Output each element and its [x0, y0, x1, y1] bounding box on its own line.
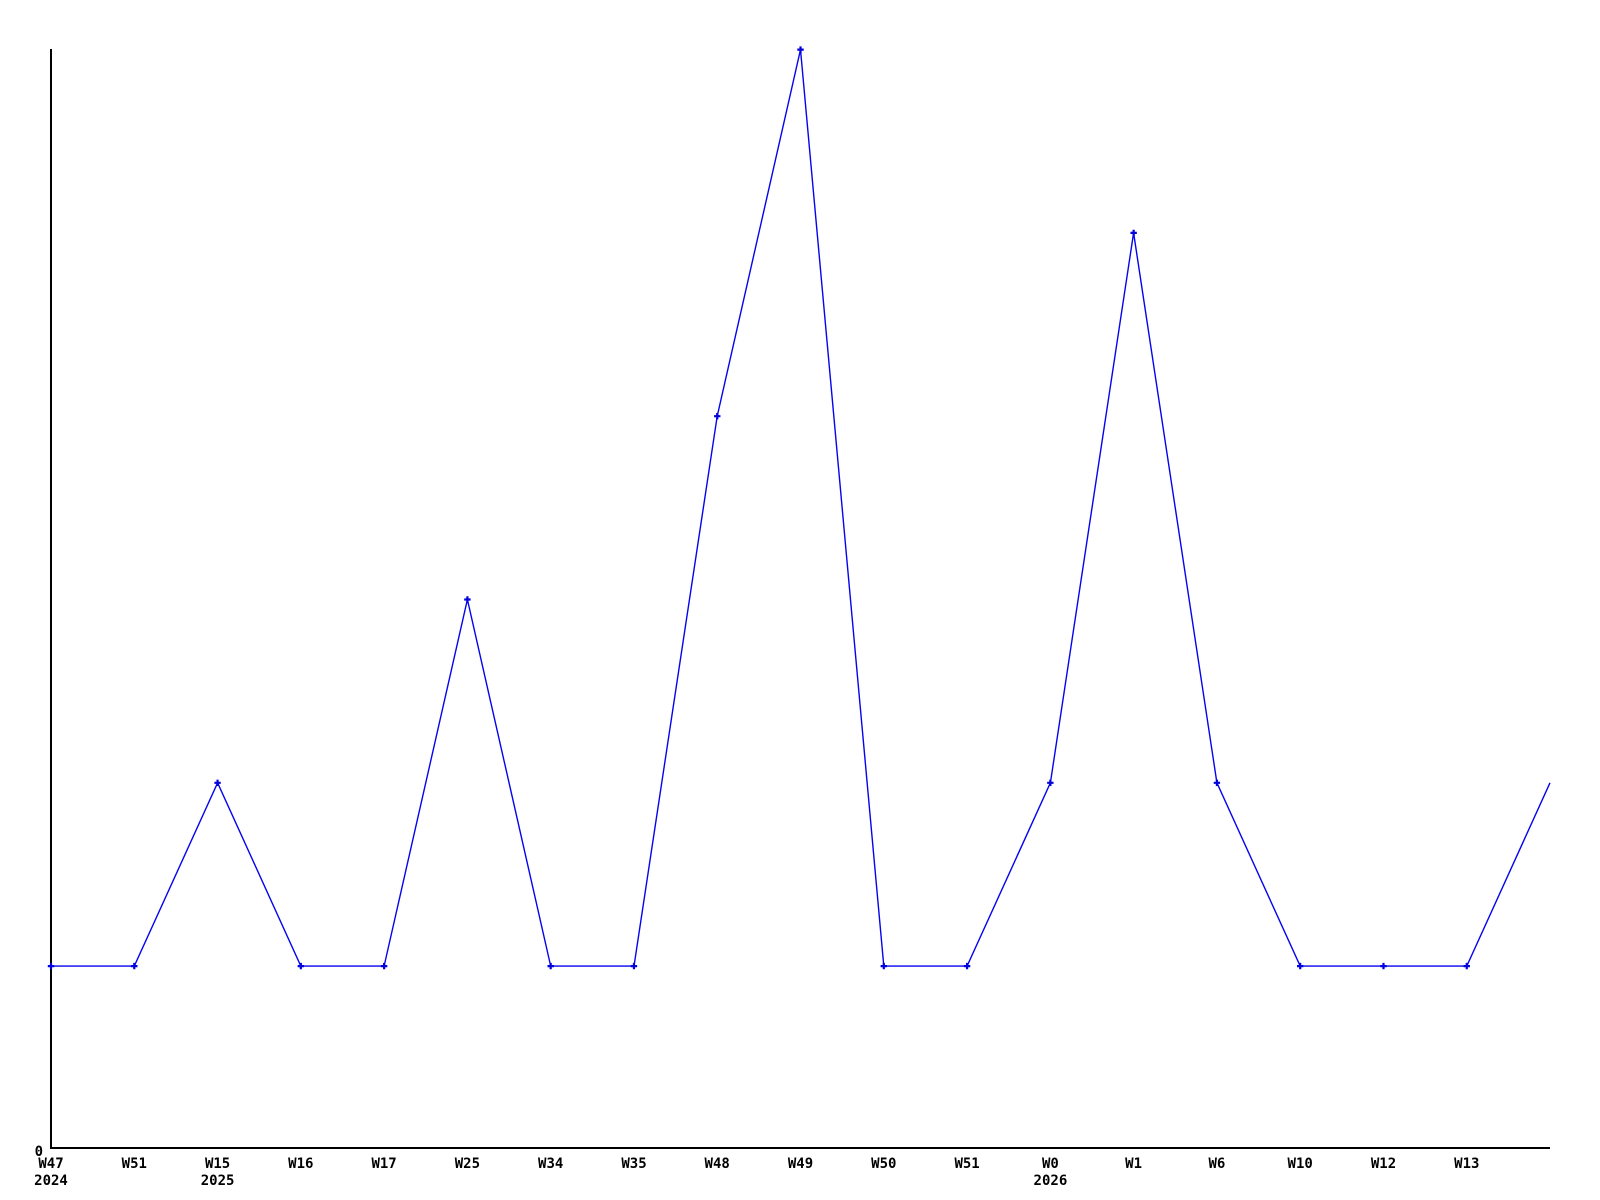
x-tick-label: W17 — [371, 1156, 396, 1172]
x-tick-label: W13 — [1454, 1156, 1479, 1172]
x-tick-label: W1 — [1125, 1156, 1142, 1172]
x-tick-label: W10 — [1288, 1156, 1313, 1172]
x-tick-label: W47 — [38, 1156, 63, 1172]
x-tick-label: W0 — [1042, 1156, 1059, 1172]
x-tick-year-label: 2026 — [1034, 1173, 1068, 1189]
x-tick-label: W50 — [871, 1156, 896, 1172]
x-tick-label: W6 — [1208, 1156, 1225, 1172]
x-tick-label: W51 — [122, 1156, 147, 1172]
axes — [50, 49, 1550, 1149]
x-tick-label: W49 — [788, 1156, 813, 1172]
y-tick-label: 0 — [35, 1144, 43, 1160]
x-tick-label: W34 — [538, 1156, 563, 1172]
data-line — [51, 49, 1551, 967]
data-point-markers — [47, 46, 1470, 970]
data-series — [47, 46, 1551, 970]
x-tick-year-label: 2025 — [201, 1173, 235, 1189]
x-tick-label: W15 — [205, 1156, 230, 1172]
x-tick-label: W48 — [705, 1156, 730, 1172]
x-tick-label: W25 — [455, 1156, 480, 1172]
x-tick-year-label: 2024 — [34, 1173, 68, 1189]
x-tick-label: W35 — [621, 1156, 646, 1172]
x-tick-label: W16 — [288, 1156, 313, 1172]
x-tick-label: W12 — [1371, 1156, 1396, 1172]
x-tick-label: W51 — [954, 1156, 979, 1172]
